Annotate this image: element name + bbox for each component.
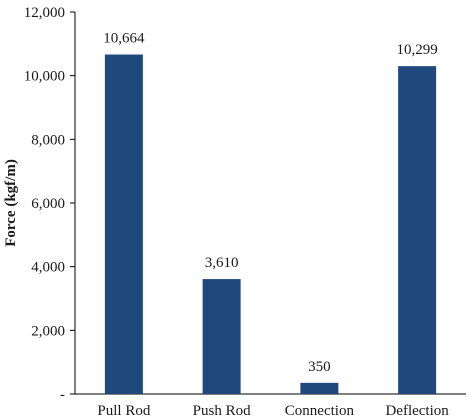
x-tick-label: Push Rod	[193, 403, 251, 418]
data-label: 10,664	[103, 31, 145, 47]
y-tick-label: 12,000	[24, 5, 65, 21]
x-tick-label: Deflection	[385, 403, 449, 418]
axes: - 2,000 4,000 6,000 8,000 10,000 12,000	[24, 5, 466, 403]
x-tick-label: Pull Rod	[97, 403, 150, 418]
y-tick-label: 10,000	[24, 69, 65, 85]
y-tick-label: 2,000	[31, 323, 65, 339]
y-axis-title: Force (kgf/m)	[3, 159, 19, 247]
y-tick-label: 6,000	[31, 196, 65, 212]
bars	[104, 54, 437, 395]
bar	[398, 66, 437, 394]
labels: 10,664 Pull Rod 3,610 Push Rod 350 Connection…	[97, 31, 449, 418]
bar	[300, 382, 339, 394]
bar	[104, 54, 143, 395]
bar	[202, 279, 241, 394]
x-tick-label: Connection	[285, 403, 355, 418]
data-label: 10,299	[397, 42, 438, 58]
y-tick-label: -	[60, 387, 65, 403]
y-tick-label: 8,000	[31, 132, 65, 148]
y-tick-label: 4,000	[31, 260, 65, 276]
data-label: 3,610	[205, 255, 239, 271]
data-label: 350	[308, 359, 331, 375]
